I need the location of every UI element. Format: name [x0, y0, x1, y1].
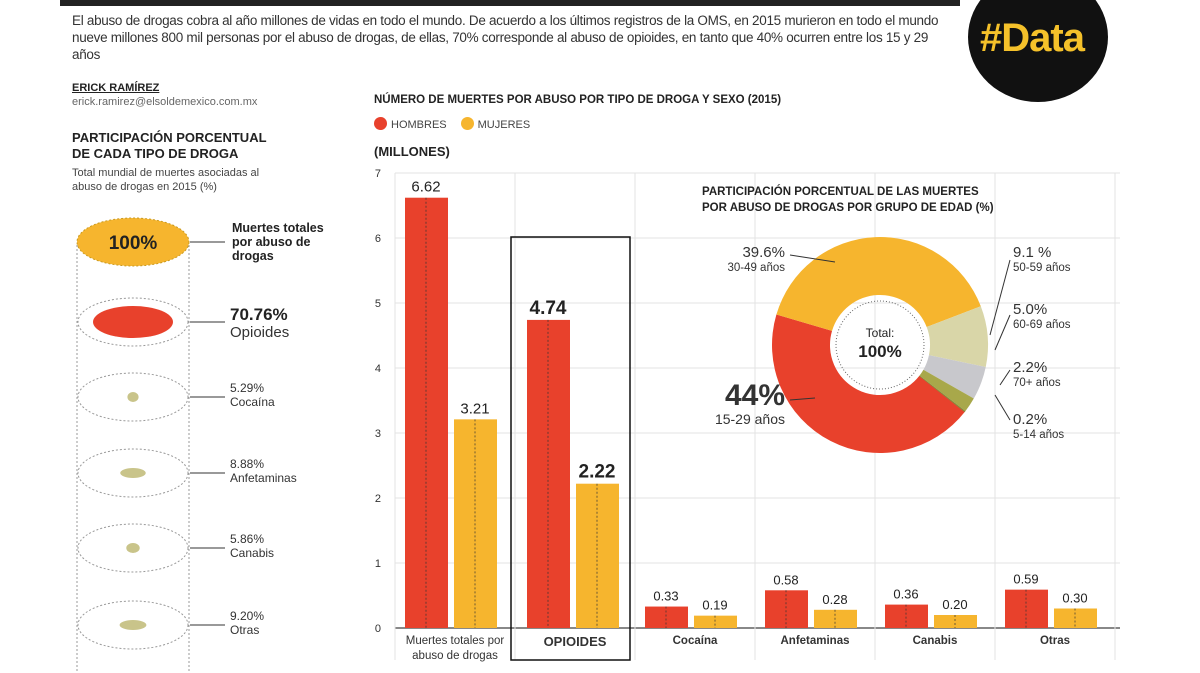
bar-value-label: 0.28 — [822, 592, 847, 607]
ellipse-drug — [119, 620, 147, 630]
donut-label: 44% 15-29 años — [714, 379, 785, 427]
donut-leader-line — [989, 259, 1011, 336]
bar-value-label: 0.59 — [1013, 572, 1038, 587]
y-tick-label: 7 — [375, 168, 381, 180]
y-tick-label: 0 — [375, 623, 381, 635]
opioides-highlight-box — [510, 236, 631, 661]
title-band-cropped — [60, 0, 960, 6]
y-tick-label: 6 — [375, 233, 381, 245]
bar-hombres — [885, 604, 928, 628]
author-email: erick.ramirez@elsoldemexico.com.mx — [72, 96, 258, 108]
ellipse-outline — [77, 600, 189, 650]
ellipse-total-value: 100% — [109, 233, 158, 254]
label-otras: 9.20% Otras — [230, 609, 265, 637]
ellipse-outline — [77, 523, 189, 573]
ellipse-outline — [77, 297, 189, 347]
y-tick-label: 4 — [375, 363, 381, 375]
bar-mujeres — [814, 609, 857, 628]
bar-mujeres — [694, 615, 737, 628]
donut-slice-50-59años — [926, 306, 988, 367]
x-category-label: Muertes totales por abuso de drogas — [405, 635, 505, 662]
bar-hombres — [527, 319, 570, 628]
bar-chart-title: NÚMERO DE MUERTES POR ABUSO POR TIPO DE … — [374, 94, 782, 106]
bar-mujeres — [1054, 608, 1097, 628]
label-anfetaminas: 8.88% Anfetaminas — [230, 457, 297, 485]
y-tick-label: 1 — [375, 558, 381, 570]
left-panel-title: PARTICIPACIÓN PORCENTUAL DE CADA TIPO DE… — [72, 130, 267, 161]
y-tick-label: 5 — [375, 298, 381, 310]
ellipse-outline — [77, 448, 189, 498]
bar-mujeres — [576, 483, 619, 628]
donut-slice-15-29años — [771, 314, 966, 453]
ellipse-drug — [120, 468, 146, 478]
bar-hombres — [1005, 589, 1048, 628]
author: ERICK RAMÍREZ — [72, 82, 160, 94]
bar-value-label: 0.36 — [893, 587, 918, 602]
donut-leader-line — [994, 314, 1011, 351]
intro-text: El abuso de drogas cobra al año millones… — [72, 13, 939, 62]
data-logo: #Data — [968, 0, 1108, 102]
x-category-label: Anfetaminas — [780, 635, 850, 647]
bar-value-label: 2.22 — [579, 462, 616, 483]
label-opioides: 70.76% Opioides — [230, 305, 290, 341]
donut-inner-dots — [835, 300, 925, 390]
ellipse-total — [76, 217, 190, 267]
bar-value-label: 0.30 — [1062, 591, 1087, 606]
bar-mujeres — [934, 615, 977, 628]
bar-value-label: 0.19 — [702, 598, 727, 613]
donut-label: 0.2% 5-14 años — [1013, 411, 1065, 442]
bar-mujeres — [454, 419, 497, 628]
donut-leader-line — [994, 394, 1011, 421]
donut-slice-70años — [919, 369, 974, 411]
ellipse-opioides — [93, 306, 173, 338]
bar-hombres — [765, 590, 808, 628]
label-cocaína: 5.29% Cocaína — [230, 381, 275, 409]
label-total: Muertes totales por abuso de drogas — [232, 221, 324, 263]
donut-slice-30-49años — [776, 237, 981, 331]
y-tick-label: 2 — [375, 493, 381, 505]
bar-hombres — [405, 197, 448, 628]
donut-label: 5.0% 60-69 años — [1013, 301, 1071, 332]
x-category-label: Canabis — [912, 635, 958, 647]
legend-mujeres: MUJERES — [460, 117, 530, 131]
bar-value-label: 0.20 — [942, 597, 967, 612]
bar-value-label: 3.21 — [460, 400, 489, 417]
bar-value-label: 6.62 — [411, 179, 440, 196]
bar-value-label: 0.58 — [773, 572, 798, 587]
logo-text: #Data — [980, 16, 1085, 60]
ellipse-drug — [126, 543, 140, 553]
x-category-label: OPIOIDES — [543, 634, 607, 649]
donut-label: 9.1 % 50-59 años — [1013, 244, 1071, 275]
bar-hombres — [645, 606, 688, 628]
x-category-label: Otras — [1039, 635, 1071, 647]
donut-label: 39.6% 30-49 años — [727, 244, 785, 275]
bar-legend: HOMBRES MUJERES — [374, 117, 530, 131]
x-category-label: Cocaína — [672, 635, 718, 647]
donut-center-value: 100% — [858, 342, 901, 361]
donut-leader-line — [789, 397, 816, 401]
donut-leader-line — [789, 254, 836, 263]
y-axis-unit: (MILLONES) — [374, 144, 450, 159]
label-canabis: 5.86% Canabis — [230, 532, 275, 560]
donut-label: 2.2% 70+ años — [1013, 359, 1061, 390]
legend-hombres: HOMBRES — [374, 117, 447, 131]
ellipse-drug — [127, 392, 139, 402]
donut-title: PARTICIPACIÓN PORCENTUAL DE LAS MUERTES … — [702, 186, 994, 214]
donut-leader-line — [999, 369, 1011, 386]
donut-center-label: Total: — [866, 326, 895, 340]
bar-value-label: 4.74 — [530, 298, 567, 319]
ellipse-outline — [77, 372, 189, 422]
donut-slice-60-69años — [923, 355, 986, 399]
left-panel-subtitle: Total mundial de muertes asociadas al ab… — [72, 167, 260, 193]
y-tick-label: 3 — [375, 428, 381, 440]
donut-slice-5-14años — [919, 375, 966, 413]
bar-value-label: 0.33 — [653, 589, 678, 604]
